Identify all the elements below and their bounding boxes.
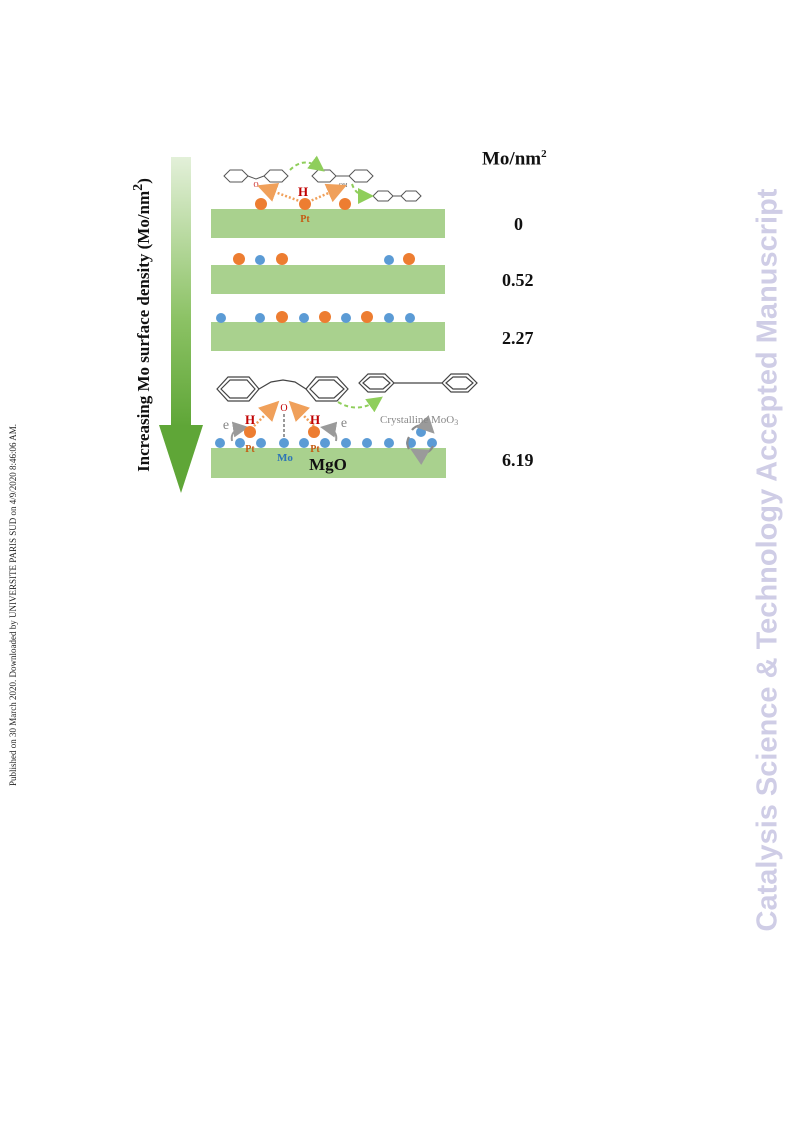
mo-label: Mo xyxy=(277,452,293,464)
mo-atom xyxy=(427,438,437,448)
unit-header-superscript: 2 xyxy=(541,148,547,160)
hydrogen-label-bottom-1: H xyxy=(245,412,255,427)
mo-atom xyxy=(384,438,394,448)
hydrogen-label-top: H xyxy=(298,184,308,199)
pt-atom xyxy=(308,426,320,438)
crystalline-label-text: Crystalline MoO xyxy=(380,414,454,426)
pt-label-top: Pt xyxy=(300,214,310,225)
mgo-label: MgO xyxy=(309,455,347,474)
pt-atom xyxy=(233,253,245,265)
pt-atom xyxy=(244,426,256,438)
pt-atom xyxy=(319,311,331,323)
mo-atom xyxy=(384,313,394,323)
density-value-3: 6.19 xyxy=(502,450,534,470)
mo-atom xyxy=(255,313,265,323)
unit-header: Mo/nm2 xyxy=(482,148,547,170)
mo-atom xyxy=(416,427,426,437)
support-slab-1 xyxy=(211,265,445,294)
mo-atom xyxy=(216,313,226,323)
green-dashed-arrow-top-1 xyxy=(289,155,325,172)
bottom-molecule-reactant xyxy=(216,376,349,402)
oxygen-label-top: O xyxy=(253,181,258,189)
mo-atom xyxy=(384,255,394,265)
hydroxyl-label-top: OH xyxy=(339,183,348,189)
mo-atom xyxy=(279,438,289,448)
electron-label-right: e xyxy=(341,416,347,431)
support-slab-3 xyxy=(211,448,446,478)
density-arrow xyxy=(159,157,203,493)
crystallization-cycle-icon xyxy=(406,414,435,466)
orange-dotted-arrow-top-1 xyxy=(256,182,303,204)
green-dashed-arrow-top-2 xyxy=(351,183,374,204)
top-molecule-product xyxy=(372,190,422,202)
mo-atom xyxy=(299,313,309,323)
top-molecule-middle xyxy=(311,169,374,183)
pt-atom xyxy=(299,198,311,210)
pt-label-bottom-1: Pt xyxy=(245,444,255,455)
pt-atom xyxy=(361,311,373,323)
mo-atom xyxy=(341,438,351,448)
mo-atom xyxy=(405,313,415,323)
mo-atom xyxy=(299,438,309,448)
top-molecule-left xyxy=(223,169,289,183)
support-slab-0 xyxy=(211,209,445,238)
mo-atom xyxy=(320,438,330,448)
support-slab-2 xyxy=(211,322,445,351)
density-value-1: 0.52 xyxy=(502,270,534,290)
density-value-2: 2.27 xyxy=(502,328,534,348)
mo-atom xyxy=(255,255,265,265)
electron-arrow-right xyxy=(320,421,338,442)
orange-dotted-arrow-bottom-1 xyxy=(253,400,280,427)
pt-atom xyxy=(339,198,351,210)
mo-atom xyxy=(341,313,351,323)
unit-header-text: Mo/nm xyxy=(482,148,542,170)
electron-label-left: e xyxy=(223,418,229,433)
pt-atom xyxy=(255,198,267,210)
hydrogen-label-bottom-2: H xyxy=(310,412,320,427)
mo-atom xyxy=(256,438,266,448)
mo-atom xyxy=(215,438,225,448)
mo-atom xyxy=(362,438,372,448)
pt-atom xyxy=(403,253,415,265)
oxygen-label-bottom: O xyxy=(280,403,287,414)
density-value-0: 0 xyxy=(514,214,523,234)
electron-arrow-left xyxy=(230,421,249,442)
bottom-molecule-product xyxy=(358,373,478,393)
pt-atom xyxy=(276,311,288,323)
orange-dotted-arrow-top-2 xyxy=(307,183,347,204)
mo-atom xyxy=(235,438,245,448)
crystalline-label-subscript: 3 xyxy=(454,418,458,427)
pt-label-bottom-2: Pt xyxy=(310,444,320,455)
orange-dotted-arrow-bottom-2 xyxy=(288,400,315,427)
green-dashed-arrow-bottom xyxy=(337,396,383,413)
crystalline-moo3-label: Crystalline MoO3 xyxy=(380,414,458,427)
pt-atom xyxy=(276,253,288,265)
